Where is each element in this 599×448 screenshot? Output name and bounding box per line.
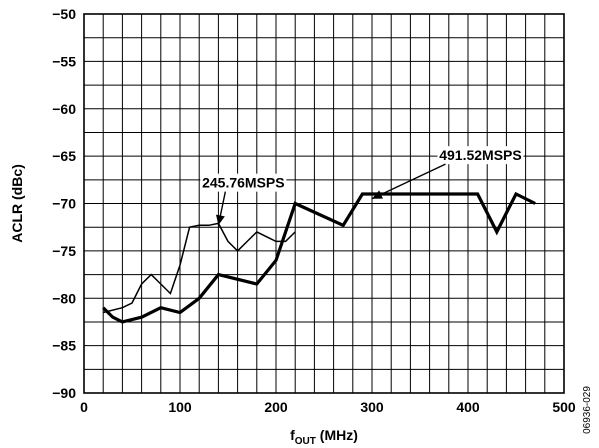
plot-frame [83,13,565,394]
series-line-491-52msps [102,191,536,324]
y-tick-label: −75 [52,243,76,259]
annotation-491-52msps: 491.52MSPS [371,146,524,200]
x-axis-label-main: f [290,427,295,443]
y-tick-label: −70 [52,196,76,212]
series-line-245-76msps [103,222,296,314]
y-tick-label: −60 [52,101,76,117]
x-tick-label: 100 [168,399,192,415]
grid [83,13,565,394]
series-group [102,191,536,324]
y-tick-label: −80 [52,290,76,306]
x-tick-label: 400 [456,399,480,415]
x-tick-label: 0 [80,399,88,415]
annotation-491-52msps-arrow [371,163,446,200]
y-tick-label: −85 [52,338,76,354]
annotation-245-76msps-label: 245.76MSPS [202,175,285,191]
x-axis-label-subscript: OUT [295,436,316,447]
x-tick-label: 500 [552,399,576,415]
tick-labels: −90 −85 −80 −75 −70 −65 −60 −55 −50 0 100 200 300 400… [52,6,576,415]
y-tick-label: −50 [52,6,76,22]
y-axis-label: ACLR (dBc) [9,164,25,243]
x-axis-label: fOUT (MHz) [290,427,358,447]
x-tick-label: 200 [264,399,288,415]
y-tick-label: −55 [52,53,76,69]
annotation-491-52msps-label: 491.52MSPS [439,147,522,163]
y-tick-label: −65 [52,148,76,164]
x-axis-label-unit: (MHz) [316,427,358,443]
annotation-491-52msps-arrowhead [372,190,383,199]
y-tick-label: −90 [52,385,76,401]
annotation-245-76msps-arrowhead [216,214,225,226]
annotation-245-76msps: 245.76MSPS [200,173,287,226]
x-tick-label: 300 [360,399,384,415]
figure-id: 06936-029 [582,386,593,434]
